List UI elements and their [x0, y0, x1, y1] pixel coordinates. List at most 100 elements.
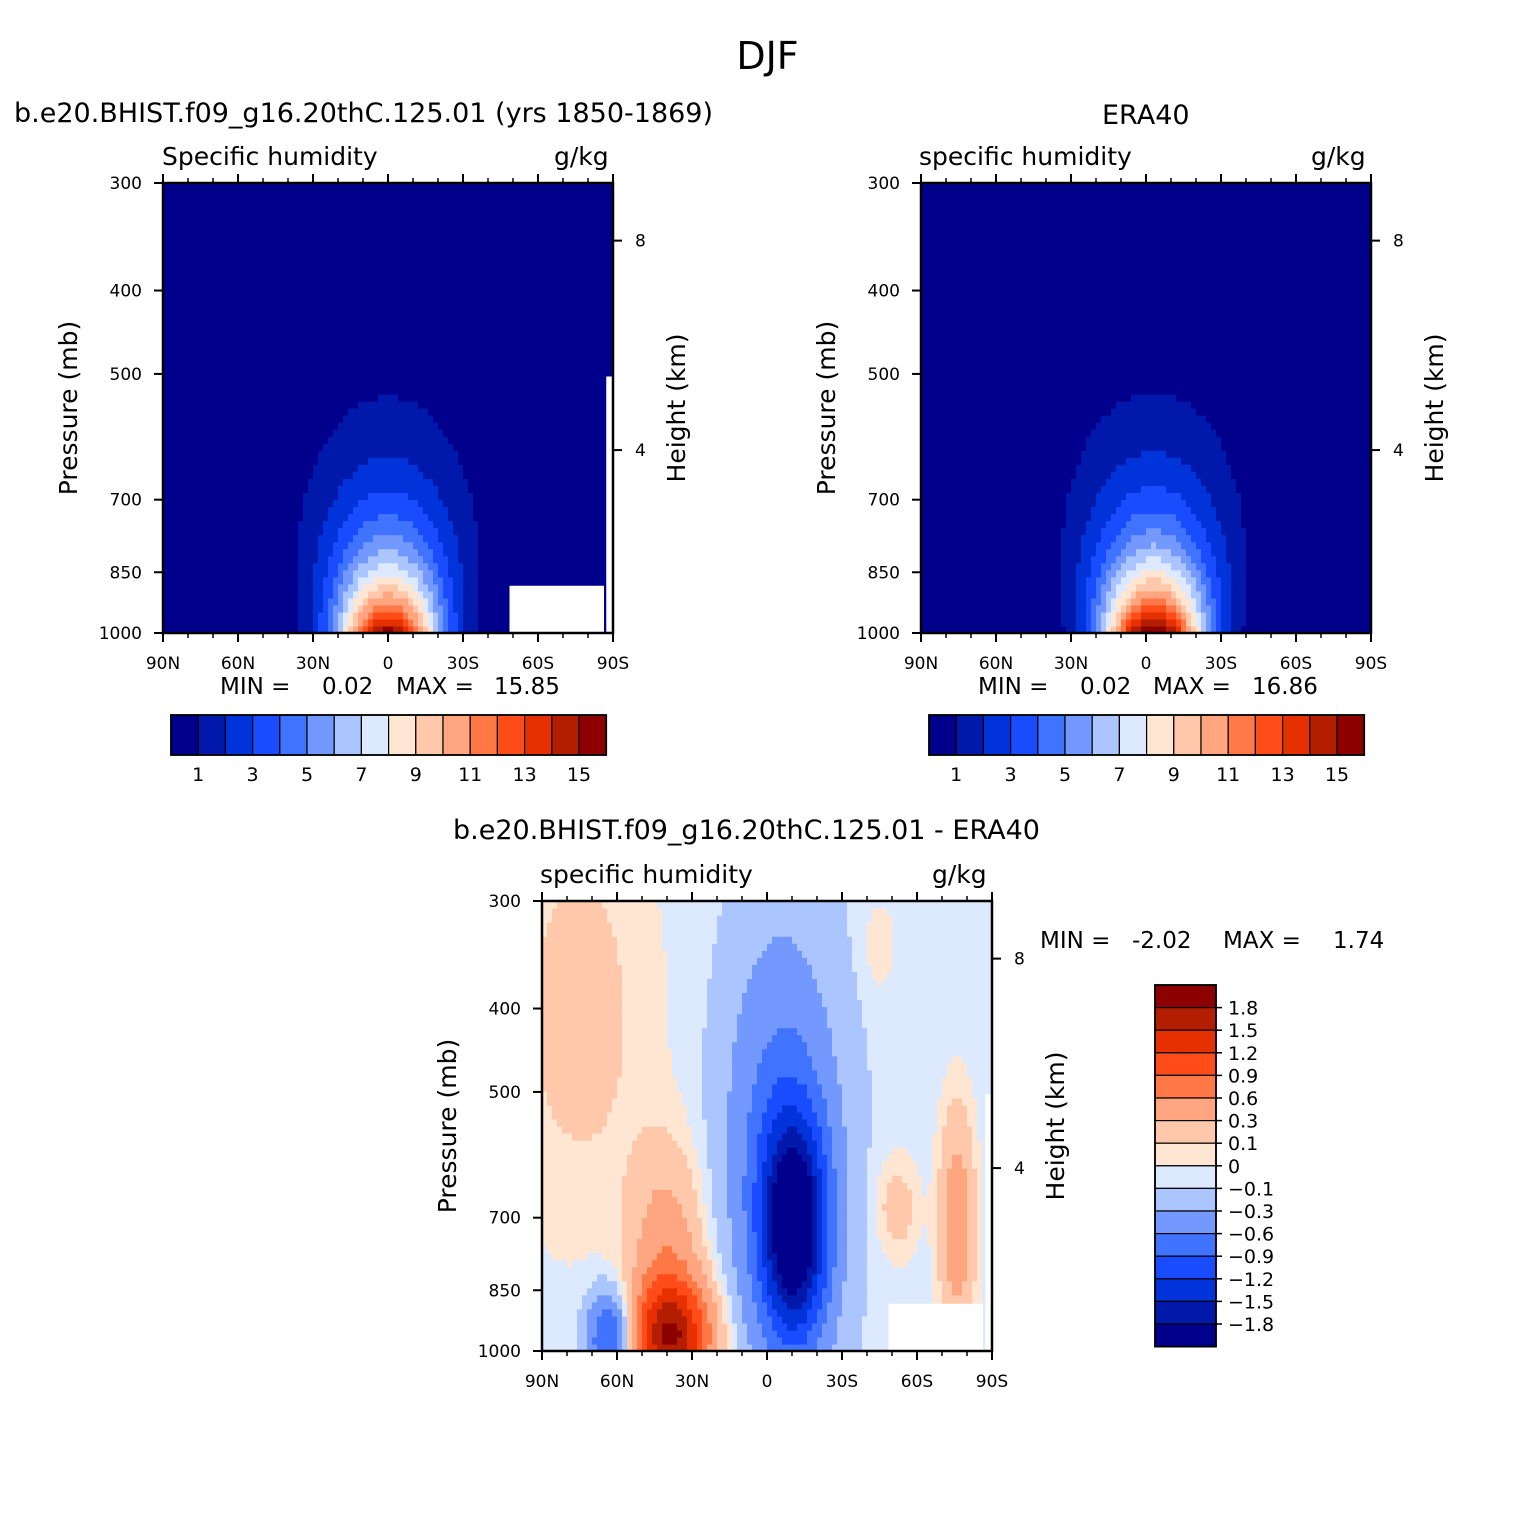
contour-cell	[248, 331, 254, 339]
contour-cell	[388, 619, 394, 627]
contour-cell	[283, 239, 289, 247]
contour-cell	[183, 281, 189, 289]
contour-cell	[368, 612, 374, 620]
contour-cell	[288, 394, 294, 402]
contour-cell	[218, 296, 224, 304]
contour-cell	[383, 478, 389, 486]
contour-cell	[323, 485, 329, 493]
contour-cell	[488, 394, 494, 402]
contour-cell	[418, 492, 424, 500]
contour-cell	[183, 506, 189, 514]
contour-cell	[373, 246, 379, 254]
contour-cell	[553, 338, 559, 346]
contour-cell	[253, 415, 259, 423]
contour-cell	[588, 281, 594, 289]
contour-cell	[448, 267, 454, 275]
contour-cell	[403, 387, 409, 395]
contour-cell	[488, 338, 494, 346]
contour-cell	[168, 239, 174, 247]
contour-cell	[328, 443, 334, 451]
contour-cell	[398, 591, 404, 599]
contour-cell	[343, 324, 349, 332]
contour-cell	[408, 535, 414, 543]
contour-cell	[188, 345, 194, 353]
contour-cell	[483, 542, 489, 550]
contour-cell	[598, 471, 604, 479]
contour-cell	[183, 296, 189, 304]
contour-cell	[358, 253, 364, 261]
contour-cell	[468, 485, 474, 493]
contour-cell	[398, 274, 404, 282]
contour-cell	[423, 288, 429, 296]
contour-cell	[508, 443, 514, 451]
contour-cell	[333, 542, 339, 550]
contour-cell	[453, 591, 459, 599]
contour-cell	[328, 274, 334, 282]
contour-cell	[388, 521, 394, 529]
contour-cell	[313, 584, 319, 592]
contour-cell	[483, 394, 489, 402]
contour-cell	[223, 274, 229, 282]
contour-cell	[468, 274, 474, 282]
contour-cell	[268, 450, 274, 458]
contour-cell	[303, 584, 309, 592]
contour-cell	[183, 450, 189, 458]
contour-cell	[253, 506, 259, 514]
contour-cell	[303, 591, 309, 599]
contour-cell	[293, 443, 299, 451]
contour-cell	[558, 317, 564, 325]
contour-cell	[453, 429, 459, 437]
contour-cell	[498, 394, 504, 402]
contour-cell	[373, 598, 379, 606]
contour-cell	[218, 274, 224, 282]
contour-cell	[198, 408, 204, 416]
contour-cell	[593, 246, 599, 254]
contour-cell	[458, 436, 464, 444]
contour-cell	[588, 521, 594, 529]
contour-cell	[298, 387, 304, 395]
contour-cell	[488, 373, 494, 381]
contour-cell	[493, 478, 499, 486]
contour-cell	[483, 373, 489, 381]
contour-cell	[453, 281, 459, 289]
contour-cell	[583, 450, 589, 458]
contour-cell	[168, 499, 174, 507]
contour-cell	[253, 310, 259, 318]
contour-cell	[453, 324, 459, 332]
contour-cell	[188, 310, 194, 318]
contour-cell	[178, 296, 184, 304]
contour-cell	[543, 556, 549, 564]
contour-cell	[398, 303, 404, 311]
contour-cell	[383, 605, 389, 613]
contour-cell	[268, 556, 274, 564]
contour-cell	[283, 260, 289, 268]
contour-cell	[428, 584, 434, 592]
contour-cell	[333, 619, 339, 627]
contour-cell	[193, 584, 199, 592]
contour-cell	[193, 535, 199, 543]
contour-cell	[343, 556, 349, 564]
contour-cell	[303, 373, 309, 381]
contour-cell	[503, 352, 509, 360]
contour-cell	[533, 331, 539, 339]
contour-cell	[493, 577, 499, 585]
contour-cell	[183, 499, 189, 507]
contour-cell	[563, 267, 569, 275]
contour-cell	[563, 408, 569, 416]
contour-cell	[448, 422, 454, 430]
contour-cell	[433, 542, 439, 550]
contour-cell	[533, 492, 539, 500]
contour-cell	[358, 380, 364, 388]
contour-cell	[268, 619, 274, 627]
contour-cell	[218, 338, 224, 346]
contour-cell	[188, 303, 194, 311]
contour-cell	[578, 570, 584, 578]
contour-cell	[483, 387, 489, 395]
contour-cell	[258, 535, 264, 543]
contour-cell	[308, 513, 314, 521]
contour-cell	[328, 478, 334, 486]
contour-cell	[593, 535, 599, 543]
contour-cell	[193, 366, 199, 374]
contour-cell	[528, 394, 534, 402]
contour-cell	[558, 521, 564, 529]
